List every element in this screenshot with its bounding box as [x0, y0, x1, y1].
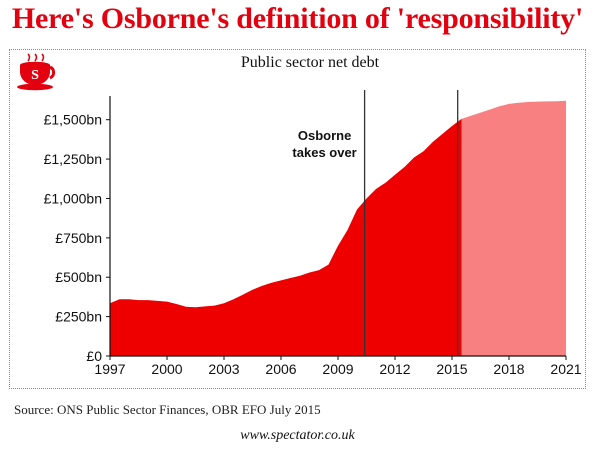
- teacup-s-icon: S: [17, 53, 56, 91]
- headline: Here's Osborne's definition of 'responsi…: [11, 2, 584, 35]
- x-tick-label: 2000: [151, 361, 182, 377]
- source-note: Source: ONS Public Sector Finances, OBR …: [14, 402, 321, 417]
- y-tick-label: £500bn: [55, 269, 102, 285]
- outturn-area: [110, 118, 462, 357]
- chart-frame: [9, 49, 586, 389]
- x-tick-label: 2009: [322, 361, 353, 377]
- x-tick-label: 2012: [379, 361, 410, 377]
- x-tick-label: 2015: [436, 361, 467, 377]
- x-tick-label: 2006: [265, 361, 296, 377]
- y-tick-label: £0: [86, 348, 102, 364]
- chart-title: Public sector net debt: [240, 54, 380, 71]
- y-tick-label: £750bn: [55, 230, 102, 246]
- x-tick-label: 2003: [208, 361, 239, 377]
- x-tick-label: 2021: [550, 361, 581, 377]
- x-tick-label: 2018: [493, 361, 524, 377]
- y-tick-label: £1,000bn: [44, 190, 102, 206]
- logo-letter: S: [31, 68, 39, 83]
- y-tick-label: £250bn: [55, 309, 102, 325]
- y-tick-label: £1,250bn: [44, 151, 102, 167]
- annotation-label: Osborne: [298, 128, 351, 143]
- forecast-area: [461, 100, 566, 356]
- annotation-label: takes over: [292, 145, 356, 160]
- website-link[interactable]: www.spectator.co.uk: [240, 428, 355, 443]
- x-tick-label: 1997: [94, 361, 125, 377]
- y-tick-label: £1,500bn: [44, 112, 102, 128]
